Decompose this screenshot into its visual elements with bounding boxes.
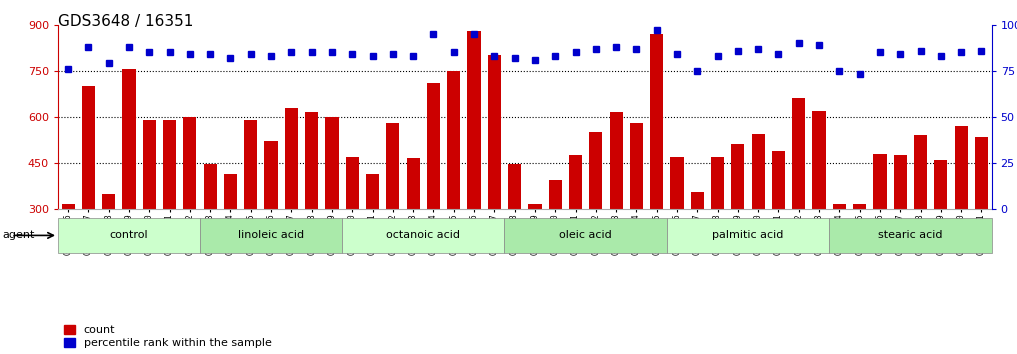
Bar	[731, 144, 744, 301]
Text: oleic acid: oleic acid	[559, 230, 612, 240]
Bar	[366, 173, 379, 301]
Bar	[224, 173, 237, 301]
Text: linoleic acid: linoleic acid	[238, 230, 304, 240]
Bar	[955, 126, 968, 301]
Bar	[975, 137, 989, 301]
Text: stearic acid: stearic acid	[878, 230, 943, 240]
Bar	[752, 134, 765, 301]
Bar	[163, 120, 176, 301]
Bar	[488, 56, 501, 301]
Bar	[508, 164, 522, 301]
Bar	[325, 117, 339, 301]
Bar	[58, 218, 200, 253]
Bar	[468, 31, 481, 301]
Bar	[792, 98, 805, 301]
Bar	[427, 83, 440, 301]
Bar	[670, 157, 683, 301]
Bar	[829, 218, 992, 253]
Bar	[305, 112, 318, 301]
Bar	[244, 120, 257, 301]
Bar	[711, 157, 724, 301]
Bar	[650, 34, 663, 301]
Bar	[630, 123, 643, 301]
Bar	[833, 204, 846, 301]
Text: octanoic acid: octanoic acid	[386, 230, 461, 240]
Bar	[183, 117, 196, 301]
Bar	[81, 86, 95, 301]
Bar	[386, 123, 400, 301]
Bar	[504, 218, 667, 253]
Bar	[122, 69, 135, 301]
Legend: count, percentile rank within the sample: count, percentile rank within the sample	[63, 325, 272, 348]
Bar	[914, 135, 928, 301]
Text: palmitic acid: palmitic acid	[712, 230, 784, 240]
Bar	[407, 158, 420, 301]
Bar	[342, 218, 504, 253]
Bar	[569, 155, 582, 301]
Bar	[102, 194, 115, 301]
Bar	[853, 204, 866, 301]
Bar	[894, 155, 907, 301]
Bar	[589, 132, 602, 301]
Bar	[203, 164, 217, 301]
Bar	[772, 150, 785, 301]
Bar	[61, 204, 74, 301]
Bar	[447, 71, 461, 301]
Bar	[200, 218, 342, 253]
Bar	[609, 112, 622, 301]
Text: GDS3648 / 16351: GDS3648 / 16351	[58, 14, 193, 29]
Bar	[813, 111, 826, 301]
Bar	[874, 154, 887, 301]
Bar	[935, 160, 948, 301]
Bar	[264, 141, 278, 301]
Bar	[667, 218, 829, 253]
Bar	[285, 108, 298, 301]
Bar	[548, 180, 561, 301]
Text: control: control	[110, 230, 148, 240]
Bar	[528, 204, 541, 301]
Bar	[142, 120, 156, 301]
Bar	[346, 157, 359, 301]
Bar	[691, 192, 704, 301]
Text: agent: agent	[2, 230, 35, 240]
